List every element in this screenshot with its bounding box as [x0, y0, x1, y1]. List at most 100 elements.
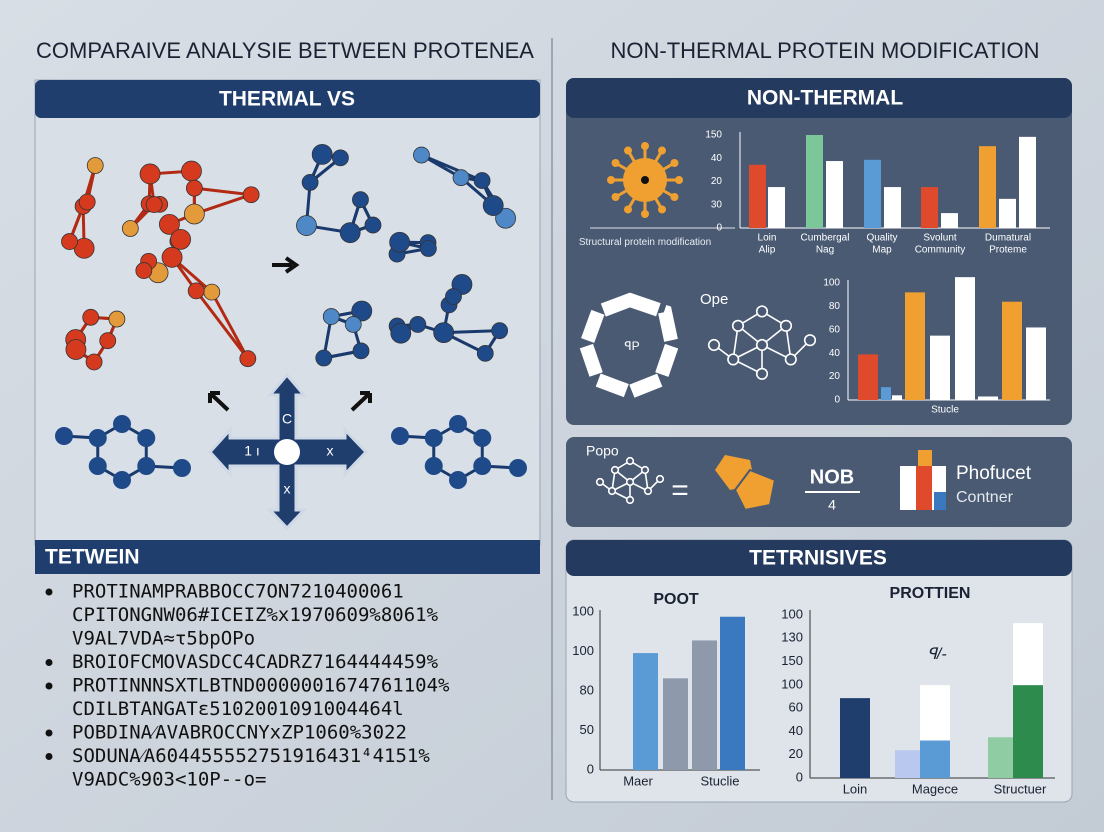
molecules [55, 144, 527, 489]
category-label: Loin [843, 781, 868, 796]
bar [884, 187, 901, 228]
category-label: Magece [912, 781, 958, 796]
tick-label: 40 [711, 153, 723, 164]
panel-title: NON-THERMAL [747, 87, 903, 110]
atom [495, 207, 516, 229]
tick-label: 60 [829, 324, 841, 335]
bar [979, 146, 996, 228]
atom [203, 283, 221, 301]
atom [135, 262, 153, 279]
atom [65, 339, 87, 360]
x-axis-label: Stucle [931, 405, 959, 416]
node [625, 456, 635, 466]
node [731, 319, 745, 332]
node [610, 465, 620, 475]
bar [720, 616, 745, 770]
icon-label: Structural protein modification [579, 237, 711, 248]
spike-tip [670, 159, 679, 167]
panel-header [566, 78, 1072, 118]
bond [194, 186, 252, 197]
bar [892, 395, 902, 400]
atom [473, 457, 492, 475]
chart-title: POOT [653, 591, 699, 608]
block [934, 492, 946, 510]
list-line: PROTINAMPRABBOCC7ON7210400061 [72, 581, 404, 603]
atom [99, 332, 117, 350]
atom [121, 220, 139, 237]
category-label: Map [872, 245, 892, 256]
list: PROTINAMPRABBOCC7ON7210400061CPITONGNW06… [45, 581, 450, 791]
atom [424, 457, 443, 475]
bar [1019, 136, 1036, 228]
product-subtitle: Contner [956, 489, 1014, 506]
atom [137, 457, 156, 475]
bar [988, 737, 1013, 778]
bond [194, 289, 250, 360]
bullet [45, 588, 53, 596]
block [918, 450, 932, 466]
shape [733, 468, 777, 512]
bar [905, 292, 925, 400]
atom [352, 342, 370, 360]
atom [187, 282, 205, 300]
atom [389, 231, 411, 253]
node [755, 367, 769, 380]
atom [301, 174, 319, 191]
atom [173, 459, 191, 477]
equals: = [671, 474, 689, 507]
category-label: Nag [816, 245, 834, 256]
category-label: Structuer [994, 781, 1047, 796]
bar [826, 161, 843, 228]
atom [352, 191, 369, 209]
node [707, 338, 721, 352]
product-title: Phofucet [956, 463, 1032, 484]
atom [183, 203, 205, 225]
bar [1002, 301, 1022, 400]
atom [296, 215, 317, 236]
atom [86, 157, 104, 174]
tick-label: 0 [834, 395, 840, 406]
panel-header [566, 540, 1072, 576]
spike-tip [611, 193, 620, 201]
atom [170, 228, 191, 250]
bond [420, 153, 483, 182]
bar [768, 187, 785, 228]
atom [445, 288, 462, 305]
atom [145, 196, 163, 213]
tick-label: 100 [823, 278, 840, 289]
atom [78, 193, 96, 211]
atom [322, 308, 340, 325]
spike-tip [611, 159, 620, 167]
tick-label: 30 [711, 199, 723, 210]
block [916, 466, 932, 510]
atom [482, 195, 504, 216]
atom [185, 179, 203, 197]
atom [311, 144, 333, 165]
tick-label: 100 [572, 603, 594, 618]
tick-label: 20 [829, 371, 841, 382]
node [625, 477, 635, 487]
atom [491, 322, 509, 340]
bar [955, 277, 975, 400]
spike-tip [658, 146, 666, 155]
list-line: BROIOFCMOVASDCC4CADRZ7164444459% [72, 651, 439, 673]
tick-label: 100 [781, 676, 803, 691]
tick-label: 40 [829, 348, 841, 359]
bar [633, 653, 658, 770]
node [595, 477, 605, 487]
list-line: CDILBTANGATε5102001091004464l [72, 698, 404, 720]
ring-label: ꟼP [624, 339, 639, 353]
list-line: V9AL7VDA≈τ5bpOPo [72, 628, 255, 650]
annotation: ꟼ/- [927, 646, 946, 663]
chart-title: PROTTIEN [890, 585, 971, 602]
atom [509, 459, 527, 477]
network-icon [707, 305, 817, 380]
tick-label: 20 [711, 176, 723, 187]
bar [999, 198, 1016, 228]
category-label: Loin [758, 233, 777, 244]
category-label: Community [915, 245, 966, 256]
spike-tip [624, 205, 632, 214]
bar [663, 678, 688, 770]
atom [476, 344, 494, 362]
bar [941, 213, 958, 228]
